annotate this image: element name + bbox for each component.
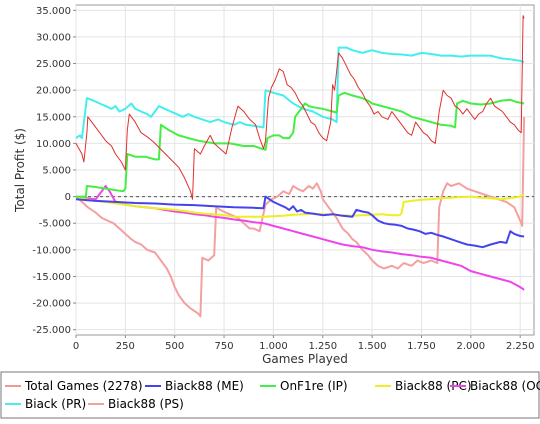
grid-lines: [75, 5, 534, 335]
y-tick-label: 0: [65, 192, 71, 203]
y-tick-label: -5.000: [39, 219, 71, 230]
y-tick-label: 5.000: [42, 166, 71, 177]
legend-label: Biack (PR): [25, 397, 86, 411]
x-tick-label: 250: [116, 341, 135, 352]
y-tick-label: -25.000: [32, 325, 71, 336]
x-axis-title: Games Played: [262, 352, 348, 366]
series-line-0: [75, 15, 525, 200]
y-tick-label: -20.000: [32, 299, 71, 310]
series-line-6: [75, 116, 526, 318]
x-tick-label: 1.750: [407, 341, 436, 352]
legend-label: Biack88 (ME): [165, 379, 244, 393]
legend-label: Biack88 (OG): [470, 379, 540, 393]
legend: Total Games (2278) Biack88 (ME) OnF1re (IP…: [5, 379, 540, 411]
legend-label: OnF1re (IP): [280, 379, 348, 393]
x-tick-label: 2.250: [506, 341, 535, 352]
y-tick-label: -15.000: [32, 272, 71, 283]
y-tick-label: 35.000: [36, 6, 71, 17]
series-lines: [75, 15, 526, 318]
legend-label: Total Games (2278): [24, 379, 143, 393]
series-line-1: [75, 195, 525, 249]
y-tick-label: 15.000: [36, 112, 71, 123]
x-tick-label: 0: [73, 341, 79, 352]
x-tick-label: 2.000: [457, 341, 486, 352]
y-tick-label: 10.000: [36, 139, 71, 150]
y-tick-label: -10.000: [32, 245, 71, 256]
x-tick-label: 750: [215, 341, 234, 352]
legend-box: [0, 371, 540, 419]
x-tick-label: 1.000: [259, 341, 288, 352]
x-tick-label: 1.500: [358, 341, 387, 352]
legend-label: Biack88 (PS): [108, 397, 184, 411]
series-line-5: [75, 46, 525, 140]
y-axis-ticks: 35.000 30.000 25.000 20.000 15.000 10.000 5.00…: [32, 6, 76, 336]
series-line-2: [76, 91, 525, 198]
legend-label: Biack88 (PC): [395, 379, 472, 393]
x-tick-label: 500: [165, 341, 184, 352]
y-tick-label: 30.000: [36, 32, 71, 43]
y-axis-title: Total Profit ($): [13, 128, 27, 213]
y-tick-label: 25.000: [36, 59, 71, 70]
x-axis-ticks: 0 250 500 750 1.000 1.250 1.500 1.750 2.000 2.250: [73, 335, 535, 352]
x-tick-label: 1.250: [308, 341, 337, 352]
y-tick-label: 20.000: [36, 86, 71, 97]
